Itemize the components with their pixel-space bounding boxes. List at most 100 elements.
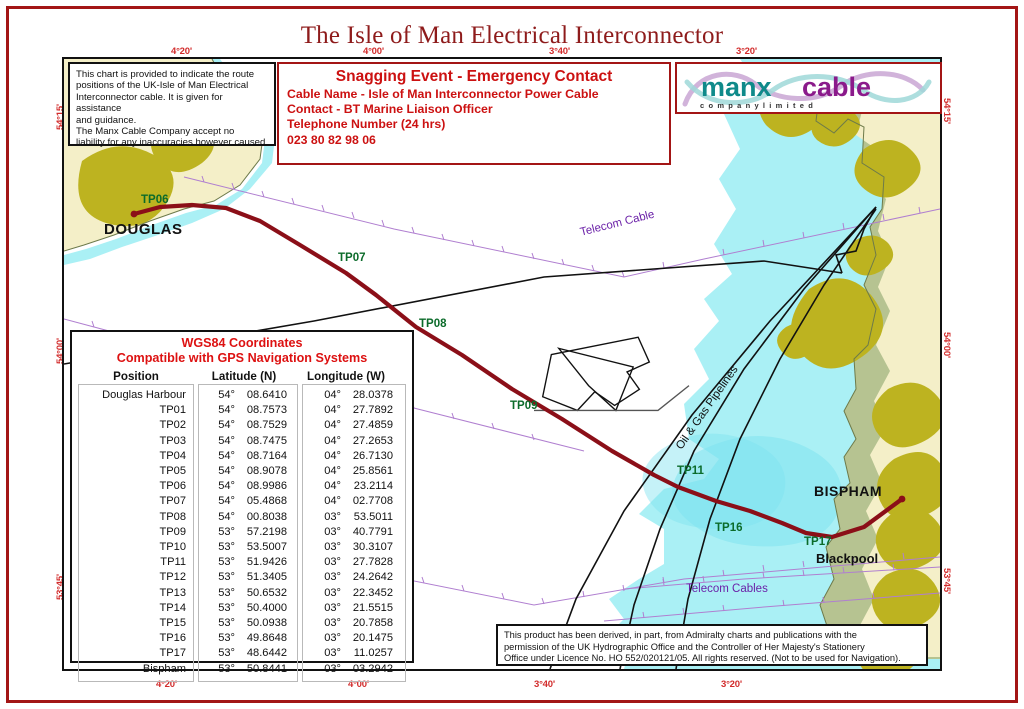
coord-cell-longitude: 03° 53.5011 [303,510,405,525]
coord-cell-latitude: 53° 51.3405 [199,570,297,585]
lat-label-right-1: 54°00' [941,332,952,358]
coord-cell-longitude: 04° 23.2114 [303,479,405,494]
emergency-contact-line-0: Cable Name - Isle of Man Interconnector … [287,87,599,101]
disclaimer-line-1: permission of the UK Hydrographic Office… [504,641,865,652]
coord-lat-minutes: 48.6442 [246,647,287,660]
coord-cell-position: TP13 [159,586,186,599]
telecom-cables-south [603,566,940,622]
water-lobe-2 [563,304,646,366]
manx-cable-logo: manx cable c o m p a n y l i m i t e d [682,71,932,110]
coord-lon-degrees: 03° [324,632,341,645]
coord-cell-latitude: 54° 08.9986 [199,479,297,494]
coord-cell-longitude: 03° 21.5515 [303,601,405,616]
chart-note-text: This chart is provided to indicate the r… [70,64,274,154]
coord-cell-position: TP07 [159,495,186,508]
coord-lon-degrees: 03° [324,617,341,630]
note-line-4: The Manx Cable Company accept no [76,126,235,138]
coord-header-latitude: Latitude (N) [211,370,277,383]
chart-note-box: This chart is provided to indicate the r… [68,62,276,148]
coord-lat-minutes: 50.0938 [246,617,287,630]
coord-cell-latitude: 54° 00.8038 [199,510,297,525]
coord-lat-degrees: 53° [218,571,235,584]
coord-cell-latitude: 54° 08.7573 [199,403,297,418]
logo-swoosh-icon [682,71,932,107]
coord-lon-minutes: 02.7708 [352,495,393,508]
telecom-cables-south-ticks [642,563,895,619]
logo-tagline: c o m p a n y l i m i t e d [700,101,814,110]
coord-cell-position: TP15 [159,617,186,630]
coord-cell-latitude: 53° 57.2198 [199,525,297,540]
coord-lat-degrees: 53° [218,541,235,554]
note-line-0: This chart is provided to indicate the r… [76,69,255,80]
note-line-5: liability for any inaccuracies however c… [76,137,268,149]
coord-cell-longitude: 03° 20.1475 [303,631,405,646]
emergency-contact-phone: 023 80 82 98 06 [287,132,376,147]
note-line-2: Interconnector cable. It is given for as… [76,91,223,115]
coord-header-longitude: Longitude (W) [307,370,385,383]
coord-lon-degrees: 04° [324,465,341,478]
coord-cell-longitude: 03° 30.3107 [303,540,405,555]
coord-lon-minutes: 53.5011 [353,510,393,523]
coord-cell-position: TP11 [160,556,186,569]
coord-cell-longitude: 03° 27.7828 [303,555,405,570]
coord-lon-minutes: 24.2642 [352,571,393,584]
outer-border [6,6,1018,703]
coord-lon-minutes: 23.2114 [353,480,393,493]
coord-lat-minutes: 05.4868 [246,495,287,508]
lon-label-top-0: 4°20' [171,46,192,57]
coord-lon-minutes: 20.1475 [352,632,393,645]
note-line-3: and guidance. [76,114,137,126]
lon-label-bottom-0: 4°20' [156,679,177,690]
coord-lon-minutes: 30.3107 [352,541,393,554]
land-iom-olive-a [78,146,174,227]
coord-cell-position: TP17 [159,647,186,660]
lon-label-bottom-2: 3°40' [534,679,555,690]
water-bay-mid [672,436,842,547]
coord-cell-longitude: 04° 28.0378 [303,388,405,403]
coord-lat-degrees: 53° [218,601,235,614]
coord-lat-degrees: 53° [218,632,235,645]
lon-label-top-3: 3°20' [736,46,757,57]
coord-cell-longitude: 03° 20.7858 [303,616,405,631]
cable-node-bispham [898,495,906,503]
coord-lat-minutes: 51.9426 [246,556,287,569]
coord-lon-degrees: 03° [324,601,341,614]
land-olive-2 [854,140,921,198]
coord-cell-latitude: 54° 05.4868 [199,494,297,509]
land-olive-8 [877,452,940,520]
coord-lat-degrees: 53° [218,525,235,538]
logo-word-manx: manx [701,72,772,102]
lat-label-right-2: 53°45' [941,568,952,594]
coord-column-position: Douglas Harbour TP01 TP02 TP03 TP04 TP05 TP06 T… [78,384,194,682]
coord-lon-degrees: 04° [324,434,341,447]
coord-lon-degrees: 04° [324,389,341,401]
coord-lon-minutes: 28.0378 [352,389,393,401]
water-lobe-5 [518,525,595,583]
coord-lat-degrees: 54° [218,495,235,508]
coord-lat-degrees: 53° [218,647,235,660]
coord-header-row: Position Latitude (N) Longitude (W) [78,370,406,383]
coord-lat-minutes: 08.9986 [246,480,287,493]
coord-lat-degrees: 54° [218,389,235,401]
coord-lat-minutes: 08.9078 [246,465,287,478]
coord-lon-minutes: 20.7858 [352,617,393,630]
coord-cell-latitude: 54° 08.7164 [199,449,297,464]
coord-cell-latitude: 53° 50.6532 [199,586,297,601]
coord-cell-longitude: 04° 25.8561 [303,464,405,479]
coord-lat-minutes: 49.8648 [246,632,287,645]
disclaimer-line-2: Office under Licence No. HO 552/020121/0… [504,653,901,664]
coord-lat-minutes: 50.4000 [246,601,287,614]
coord-title-line-1: WGS84 Coordinates [181,336,303,350]
coord-cell-latitude: 53° 53.5007 [199,540,297,555]
coord-lon-degrees: 03° [324,647,341,660]
coord-cell-longitude: 04° 27.4859 [303,418,405,433]
page-title: The Isle of Man Electrical Interconnecto… [300,22,724,49]
coord-cell-latitude: 53° 50.0938 [199,616,297,631]
coord-lon-degrees: 03° [324,510,341,523]
disclaimer-text: This product has been derived, in part, … [498,626,926,669]
coord-cell-latitude: 53° 48.6442 [199,646,297,661]
coord-cell-longitude: 03° 03.2942 [303,662,405,677]
coord-cell-position: Bispham [142,662,186,675]
coord-cell-position: Douglas Harbour [102,389,186,401]
